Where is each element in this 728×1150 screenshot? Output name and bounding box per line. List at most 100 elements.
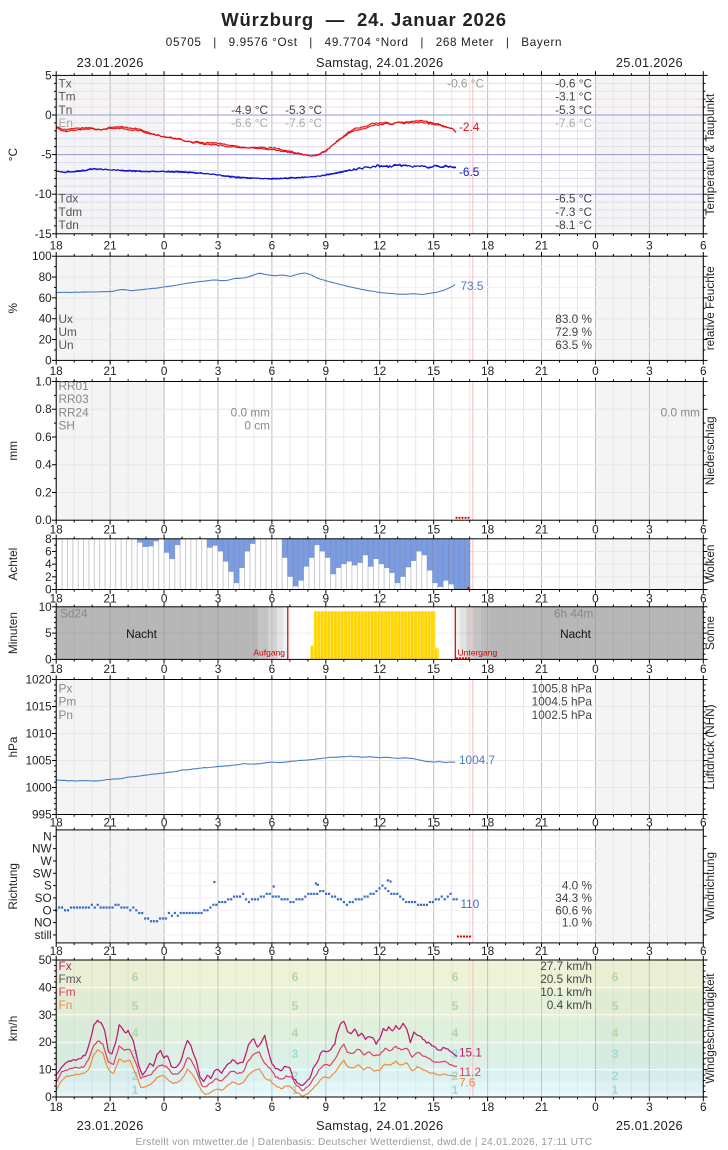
svg-text:18: 18 [50, 662, 64, 676]
svg-text:-5.3 °C: -5.3 °C [555, 103, 592, 117]
svg-text:SW: SW [33, 866, 53, 880]
svg-text:6: 6 [269, 592, 276, 606]
svg-text:18: 18 [481, 662, 495, 676]
svg-text:34.3 %: 34.3 % [555, 891, 592, 905]
svg-text:6: 6 [700, 592, 707, 606]
svg-text:-7.6 °C: -7.6 °C [285, 116, 322, 130]
svg-text:18: 18 [50, 816, 64, 830]
svg-text:12: 12 [373, 592, 386, 606]
svg-text:%: % [6, 303, 20, 314]
svg-text:Ux: Ux [59, 312, 74, 326]
svg-text:0: 0 [592, 662, 599, 676]
svg-text:10: 10 [39, 1063, 53, 1077]
svg-text:21: 21 [104, 816, 117, 830]
svg-text:3: 3 [215, 239, 222, 253]
svg-text:6: 6 [612, 970, 619, 984]
svg-text:Sonne: Sonne [703, 616, 717, 651]
svg-text:15: 15 [427, 662, 441, 676]
svg-text:Luftdruck (NHN): Luftdruck (NHN) [703, 704, 717, 789]
svg-text:4.0 %: 4.0 % [562, 879, 593, 893]
svg-text:Un: Un [59, 338, 74, 352]
svg-text:-2.4: -2.4 [459, 120, 480, 134]
svg-text:Tdm: Tdm [59, 205, 83, 219]
svg-text:20: 20 [39, 1035, 53, 1049]
svg-text:1: 1 [452, 1083, 459, 1097]
svg-text:80: 80 [39, 270, 53, 284]
svg-text:110: 110 [461, 897, 480, 911]
svg-text:23.01.2026: 23.01.2026 [77, 1118, 144, 1133]
svg-text:1: 1 [612, 1083, 619, 1097]
svg-text:0: 0 [161, 364, 168, 378]
svg-text:15: 15 [427, 364, 441, 378]
svg-text:7.6: 7.6 [459, 1076, 476, 1090]
svg-text:6: 6 [132, 970, 139, 984]
svg-text:0: 0 [592, 523, 599, 537]
svg-text:Pm: Pm [59, 695, 77, 709]
svg-text:6: 6 [452, 970, 459, 984]
svg-text:12: 12 [373, 816, 386, 830]
svg-text:Windrichtung: Windrichtung [703, 852, 717, 921]
svg-text:Niederschlag: Niederschlag [703, 416, 717, 485]
svg-text:Tx: Tx [59, 77, 72, 91]
svg-text:-0.6 °C: -0.6 °C [447, 77, 484, 91]
svg-text:6: 6 [45, 545, 52, 559]
svg-text:18: 18 [481, 1100, 495, 1114]
svg-text:Tdx: Tdx [59, 192, 79, 206]
svg-text:0: 0 [592, 239, 599, 253]
svg-text:Fx: Fx [59, 959, 72, 973]
svg-text:-5.3 °C: -5.3 °C [285, 103, 322, 117]
svg-text:3: 3 [215, 662, 222, 676]
svg-text:6: 6 [269, 662, 276, 676]
svg-text:5: 5 [452, 999, 459, 1013]
svg-text:6: 6 [269, 364, 276, 378]
svg-text:Um: Um [59, 325, 78, 339]
svg-text:NO: NO [34, 916, 52, 930]
svg-text:21: 21 [535, 364, 548, 378]
svg-text:6h 44m: 6h 44m [554, 607, 594, 621]
svg-text:1.0: 1.0 [35, 375, 52, 389]
svg-text:3: 3 [646, 1100, 653, 1114]
svg-text:Nacht: Nacht [560, 627, 592, 641]
svg-text:Fm: Fm [59, 985, 76, 999]
svg-text:15: 15 [427, 523, 441, 537]
svg-text:Wolken: Wolken [703, 545, 717, 584]
svg-text:995: 995 [32, 808, 52, 822]
svg-text:-5: -5 [41, 148, 52, 162]
svg-text:1.0 %: 1.0 % [562, 916, 593, 930]
svg-text:18: 18 [481, 944, 495, 958]
svg-text:18: 18 [481, 364, 495, 378]
svg-text:2: 2 [132, 1069, 139, 1083]
svg-text:25.01.2026: 25.01.2026 [616, 55, 683, 70]
svg-text:RR01: RR01 [59, 379, 89, 393]
svg-text:9: 9 [323, 662, 330, 676]
svg-text:1004.5 hPa: 1004.5 hPa [532, 695, 593, 709]
svg-text:12: 12 [373, 364, 386, 378]
svg-text:3: 3 [646, 523, 653, 537]
svg-text:4: 4 [452, 1026, 459, 1040]
svg-text:0: 0 [592, 364, 599, 378]
svg-text:Px: Px [59, 682, 73, 696]
svg-text:0.2: 0.2 [35, 486, 51, 500]
svg-text:6: 6 [700, 364, 707, 378]
svg-text:21: 21 [535, 944, 548, 958]
svg-text:9: 9 [323, 239, 330, 253]
svg-text:9: 9 [323, 816, 330, 830]
svg-text:RR24: RR24 [59, 405, 90, 419]
svg-text:Tdn: Tdn [59, 218, 79, 232]
svg-text:100: 100 [32, 249, 52, 263]
svg-text:-10: -10 [35, 187, 52, 201]
svg-text:Würzburg — 24. Januar 2026: Würzburg — 24. Januar 2026 [221, 9, 507, 30]
svg-text:21: 21 [535, 816, 548, 830]
svg-text:5: 5 [612, 999, 619, 1013]
svg-text:O: O [43, 903, 52, 917]
svg-text:18: 18 [50, 523, 64, 537]
svg-text:-3.1 °C: -3.1 °C [555, 90, 592, 104]
svg-text:5: 5 [132, 999, 139, 1013]
svg-text:1010: 1010 [25, 727, 52, 741]
svg-text:18: 18 [50, 364, 64, 378]
svg-text:6: 6 [269, 523, 276, 537]
svg-text:SO: SO [35, 891, 52, 905]
svg-text:3: 3 [292, 1047, 299, 1061]
svg-text:18: 18 [481, 592, 495, 606]
svg-text:9: 9 [323, 1100, 330, 1114]
